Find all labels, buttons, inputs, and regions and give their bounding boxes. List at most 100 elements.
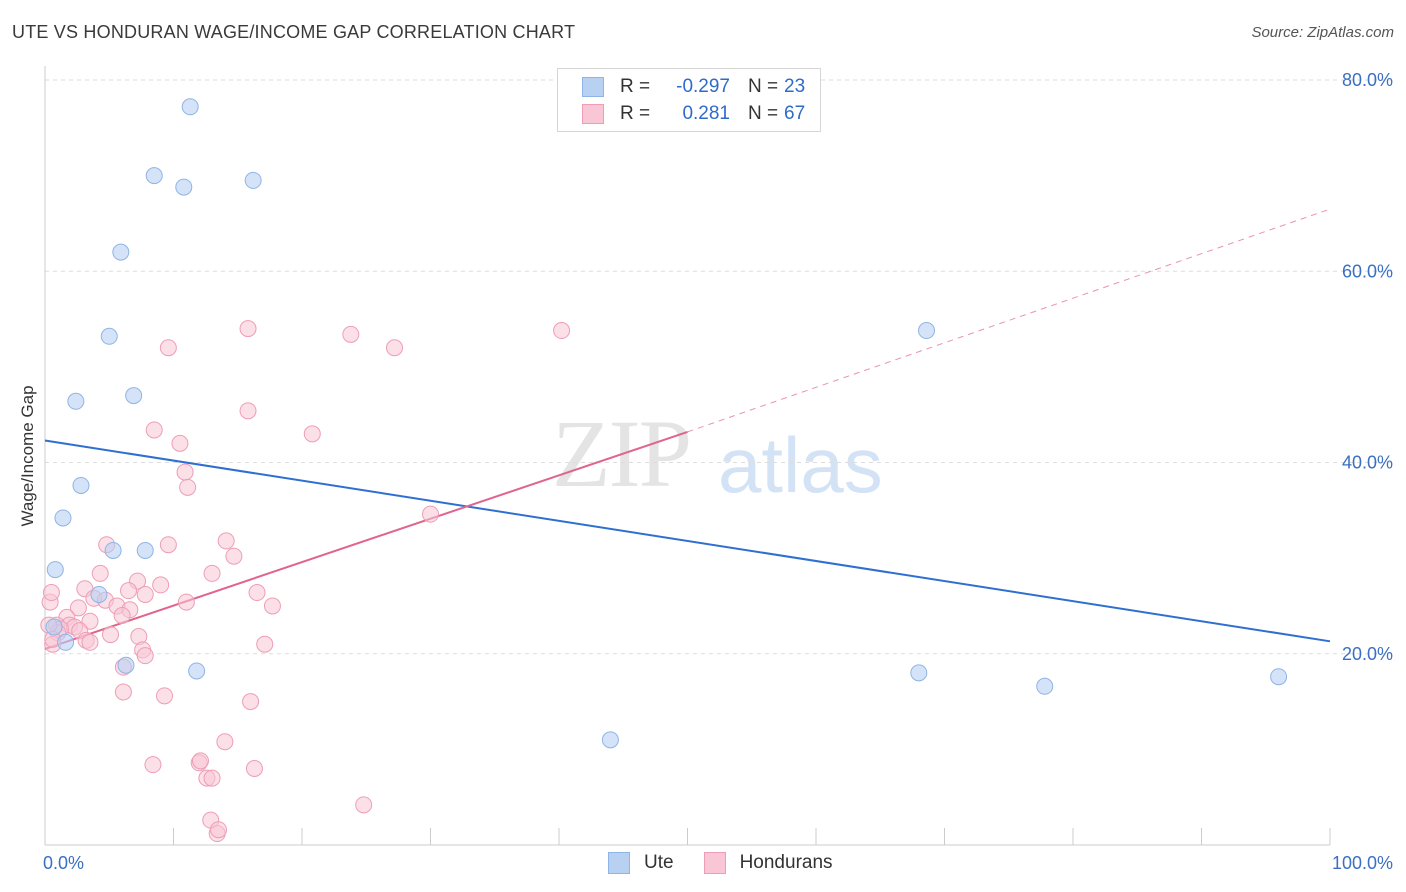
hondurans-point [263,597,281,615]
axes [44,66,1331,846]
ute-point [1036,677,1054,695]
legend-n-label: N = [748,103,779,124]
ute-point [145,167,163,185]
hondurans-point [102,626,120,644]
chart-title: UTE VS HONDURAN WAGE/INCOME GAP CORRELAT… [12,22,576,42]
ute-point [181,98,199,116]
axis-labels: 20.0% 40.0% 60.0% 80.0% 0.0% 100.0% Wage/Incom… [18,70,1393,873]
x-tick-label: 100.0% [1332,853,1393,873]
legend-n-value: 67 [784,103,806,124]
hondurans-point [225,547,243,565]
ute-point [46,561,64,579]
ute-point [45,618,63,636]
hondurans-point [145,421,163,439]
legend-r-value: -0.297 [676,76,730,97]
hondurans-trend-extension [687,208,1331,433]
ute-point [136,541,154,559]
ute-point [918,322,936,340]
ute-point [72,476,90,494]
hondurans-point [216,733,234,751]
x-tick-label: 0.0% [43,853,84,873]
ute-trend-line [44,439,1331,643]
ute-point [244,171,262,189]
legend-n-label: N = [748,76,779,97]
hondurans-point [136,585,154,603]
legend-n-value: 23 [784,76,806,97]
bottom-legend-label-ute: Ute [644,852,674,873]
legend-r-value: 0.281 [682,103,730,124]
ute-point [54,509,72,527]
ute-point [90,585,108,603]
hondurans-trend-line [44,430,688,650]
hondurans-point [239,402,257,420]
hondurans-point [113,607,131,624]
hondurans-point [217,532,235,550]
ute-point [125,387,143,405]
legend-swatch-ute [582,77,604,97]
legend: R = -0.297 N = 23 R = 0.281 N = 67 [557,68,821,132]
hondurans-point [114,683,132,701]
hondurans-point [159,339,177,357]
y-tick-label: 80.0% [1342,70,1393,90]
hondurans-point [203,769,221,787]
ute-point [910,664,928,682]
y-axis-title: Wage/Income Gap [18,385,37,526]
hondurans-point [81,633,99,651]
y-tick-label: 40.0% [1342,453,1393,473]
data-points [40,98,1288,843]
hondurans-point [176,463,194,481]
ute-point [175,178,193,196]
bottom-legend-label-hondurans: Hondurans [739,852,833,873]
hondurans-point [256,635,274,653]
ute-point [188,662,206,680]
ute-point [112,243,130,261]
hondurans-point [422,505,439,523]
hondurans-point [355,796,373,814]
y-tick-label: 60.0% [1342,261,1393,281]
legend-swatch-hondurans [582,104,604,124]
hondurans-point [342,325,360,343]
ute-point [100,327,118,345]
hondurans-point [179,478,197,496]
hondurans-point [553,322,571,340]
hondurans-point [239,320,257,338]
watermark-atlas: atlas [718,421,883,509]
hondurans-point [156,687,174,705]
ute-point [601,731,619,749]
hondurans-point [386,339,404,357]
hondurans-point [242,693,260,711]
hondurans-point [191,752,209,770]
legend-r-label: R = [620,103,651,124]
hondurans-point [91,564,109,582]
ute-point [67,392,85,410]
legend-row-hondurans: R = 0.281 N = 67 [582,102,805,126]
legend-row-ute: R = -0.297 N = 23 [582,75,805,99]
hondurans-point [248,584,266,602]
grid-lines [45,79,1392,655]
hondurans-point [245,760,263,777]
hondurans-point [209,821,227,839]
hondurans-point [144,756,162,774]
ute-point [104,541,122,559]
legend-r-label: R = [620,76,651,97]
hondurans-point [42,584,60,602]
bottom-legend-swatch-ute [608,852,630,874]
hondurans-point [303,425,321,443]
hondurans-point [159,536,177,554]
hondurans-point [203,564,221,582]
bottom-legend: Ute Hondurans [608,852,863,874]
hondurans-point [136,647,154,665]
ute-point [57,633,75,651]
ute-point [1270,668,1288,686]
hondurans-point [177,593,195,611]
ute-point [117,656,135,674]
trend-lines [44,208,1331,650]
bottom-legend-item-hondurans[interactable]: Hondurans [703,852,833,874]
bottom-legend-item-ute[interactable]: Ute [608,852,674,874]
hondurans-point [152,576,170,594]
hondurans-point [171,434,189,452]
bottom-legend-swatch-hondurans [703,852,726,874]
source-label: Source: ZipAtlas.com [1251,24,1394,41]
hondurans-point [120,582,138,600]
